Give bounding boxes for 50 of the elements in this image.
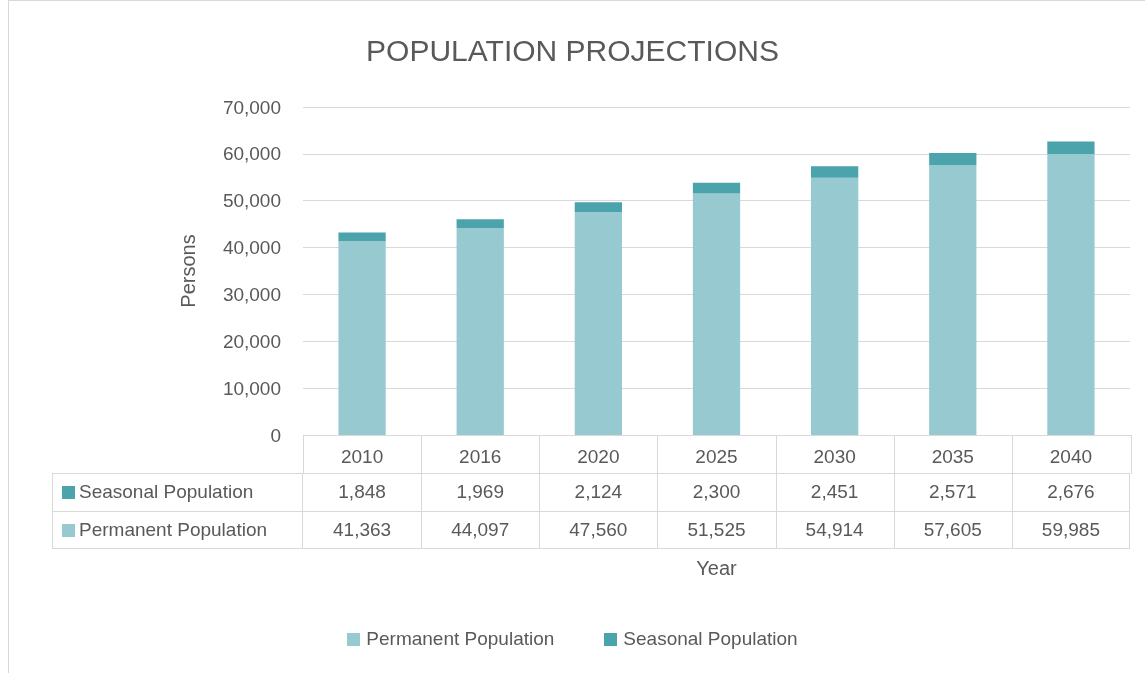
bar (929, 153, 977, 166)
x-tick-label: 2020 (577, 446, 620, 467)
bar (338, 232, 386, 242)
x-tick-label: 2035 (931, 446, 974, 467)
y-tick-label: 10,000 (222, 377, 281, 399)
y-tick-label: 40,000 (222, 237, 281, 259)
data-label: 44,097 (450, 518, 511, 542)
x-tick-label: 2025 (695, 446, 738, 467)
x-axis-title: Year (695, 557, 738, 580)
data-label: 54,914 (804, 518, 865, 542)
y-tick-label: 20,000 (222, 330, 281, 352)
bar (1047, 141, 1095, 154)
chart-title: POPULATION PROJECTIONS (366, 33, 779, 67)
data-label: 2,300 (691, 480, 742, 504)
text: Seasonal Population (623, 628, 798, 649)
x-tick-label: 2016 (459, 446, 502, 467)
data-label: 41,363 (332, 518, 393, 542)
y-tick-label: 50,000 (222, 190, 281, 212)
y-tick-label: 30,000 (222, 283, 281, 305)
bar (574, 202, 622, 213)
bar (811, 177, 859, 435)
legend-label: Permanent Population (79, 518, 268, 542)
data-label: 1,848 (337, 480, 387, 504)
text: Permanent Population (366, 628, 555, 649)
y-axis-title: Persons (177, 234, 199, 308)
data-label: 57,605 (922, 518, 983, 542)
bar (692, 182, 741, 194)
y-tick-label: 60,000 (222, 143, 281, 165)
y-tick-label: 70,000 (222, 96, 281, 118)
data-label: 59,985 (1040, 518, 1101, 542)
data-label: 2,676 (1046, 480, 1096, 504)
bar (811, 166, 859, 178)
data-label: 47,560 (568, 518, 629, 542)
y-tick-label: 0 (270, 424, 281, 446)
data-label: 2,571 (928, 480, 978, 504)
bar (456, 219, 504, 229)
legend-label: Seasonal Population (79, 480, 254, 504)
data-label: 1,969 (455, 480, 505, 504)
x-tick-label: 2010 (340, 446, 384, 467)
x-tick-label: 2040 (1049, 446, 1093, 467)
bar (1047, 153, 1095, 435)
bar (338, 241, 386, 435)
x-tick-label: 2030 (813, 446, 856, 467)
bar (456, 228, 504, 435)
bar (692, 193, 741, 435)
data-label: 2,124 (573, 480, 624, 504)
bar (574, 212, 622, 435)
data-label: 51,525 (686, 518, 747, 542)
bar (929, 165, 977, 435)
data-label: 2,451 (809, 480, 860, 504)
